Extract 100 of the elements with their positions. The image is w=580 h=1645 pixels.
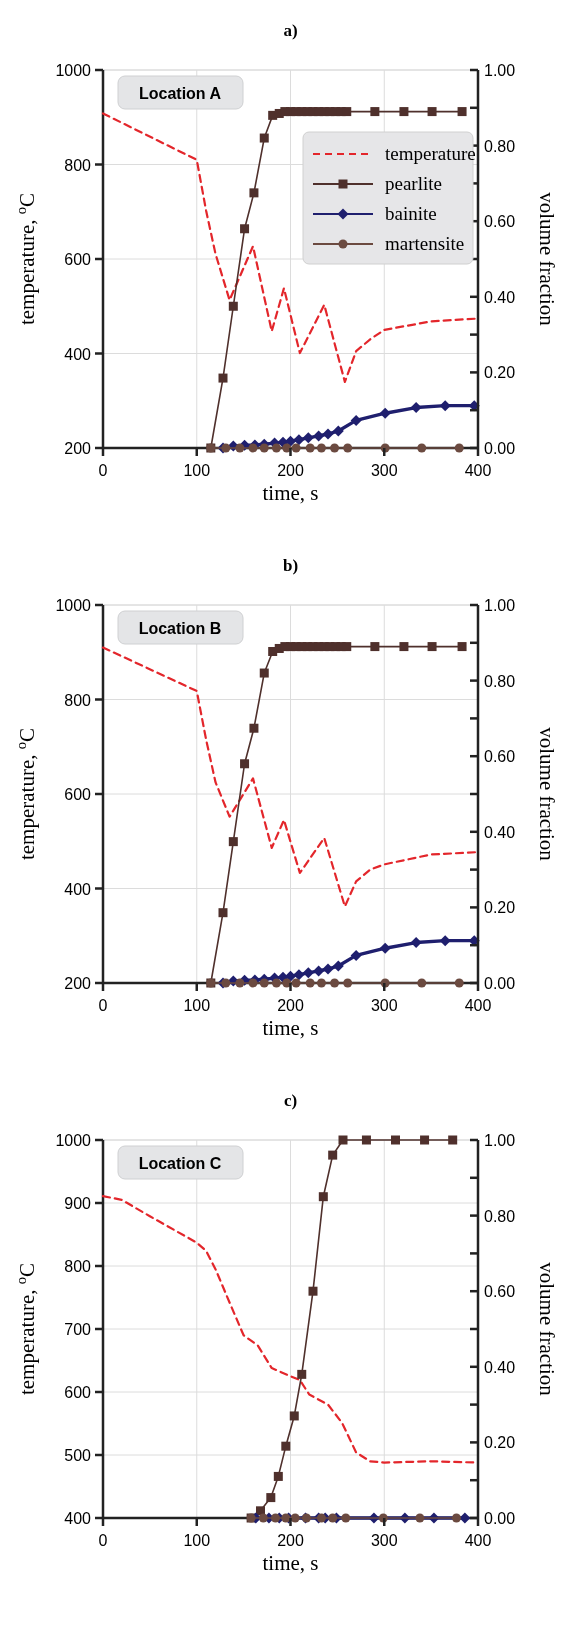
point xyxy=(457,107,467,117)
point xyxy=(259,133,269,143)
y2-tick-label: 0.00 xyxy=(484,440,516,457)
point xyxy=(399,107,409,117)
x-tick-label: 0 xyxy=(98,997,108,1014)
y2-tick-label: 0.40 xyxy=(484,1358,516,1376)
point xyxy=(330,978,340,988)
point xyxy=(410,402,422,414)
annotation: Location B xyxy=(138,620,222,637)
y-tick-label: 200 xyxy=(64,975,92,992)
x-axis-title: time, s xyxy=(262,1551,319,1575)
y2-tick-label: 0.60 xyxy=(484,213,516,231)
point xyxy=(281,1513,291,1523)
y2-axis-title: volume fraction xyxy=(535,192,559,327)
y2-tick-label: 0.40 xyxy=(484,823,516,841)
y-tick-label: 200 xyxy=(64,440,92,457)
chart-title: a) xyxy=(283,21,298,40)
y-tick-label: 800 xyxy=(64,691,92,709)
point xyxy=(415,1513,425,1523)
point xyxy=(454,443,464,453)
x-tick-label: 0 xyxy=(98,1532,108,1549)
point xyxy=(281,1441,291,1451)
x-tick-label: 400 xyxy=(464,997,492,1014)
point xyxy=(248,978,258,988)
y2-tick-label: 0.60 xyxy=(484,1283,516,1301)
x-tick-label: 0 xyxy=(98,462,108,479)
point xyxy=(420,1135,430,1145)
point xyxy=(240,759,250,769)
x-tick-label: 300 xyxy=(370,1532,398,1549)
y2-tick-label: 0.20 xyxy=(484,899,516,917)
y-tick-label: 1000 xyxy=(55,1132,92,1149)
point xyxy=(328,1513,338,1523)
point xyxy=(350,949,362,961)
y-tick-label: 800 xyxy=(64,1258,92,1275)
point xyxy=(228,837,238,847)
y2-tick-label: 1.00 xyxy=(484,1132,516,1149)
point xyxy=(313,965,325,977)
point xyxy=(350,414,362,426)
point xyxy=(330,443,340,453)
point xyxy=(291,443,301,453)
y-tick-label: 600 xyxy=(64,251,92,268)
y-tick-label: 400 xyxy=(64,1510,92,1527)
point xyxy=(285,435,296,447)
y2-tick-label: 0.00 xyxy=(484,975,516,992)
point xyxy=(342,642,352,652)
point xyxy=(259,668,269,678)
point xyxy=(297,1369,307,1379)
y-tick-label: 1000 xyxy=(55,62,92,79)
point xyxy=(293,969,305,981)
point xyxy=(318,1192,328,1202)
point xyxy=(235,443,245,453)
point xyxy=(391,1135,400,1145)
point xyxy=(235,978,245,988)
point xyxy=(271,1513,280,1523)
point xyxy=(439,400,451,412)
y-tick-label: 900 xyxy=(64,1195,92,1212)
point xyxy=(290,1513,300,1523)
legend-label: pearlite xyxy=(385,173,442,194)
annotation: Location C xyxy=(138,1155,222,1172)
point xyxy=(322,428,334,440)
point xyxy=(289,1411,299,1421)
point xyxy=(370,107,380,117)
point xyxy=(273,1471,283,1481)
y2-tick-label: 0.80 xyxy=(484,672,516,690)
point xyxy=(343,978,353,988)
point xyxy=(228,301,238,311)
point xyxy=(399,642,409,652)
y-tick-label: 800 xyxy=(64,156,92,174)
point xyxy=(427,642,437,652)
point xyxy=(258,1513,268,1523)
point xyxy=(379,942,391,954)
x-tick-label: 200 xyxy=(277,1532,304,1549)
point xyxy=(218,373,228,383)
y-tick-label: 400 xyxy=(64,345,92,363)
y-tick-label: 400 xyxy=(64,880,92,898)
x-tick-label: 300 xyxy=(370,462,398,479)
point xyxy=(332,425,344,437)
point xyxy=(338,1135,348,1145)
point xyxy=(305,443,315,453)
point xyxy=(370,642,380,652)
y2-tick-label: 0.80 xyxy=(484,137,516,155)
y-tick-label: 500 xyxy=(64,1447,92,1464)
x-tick-label: 200 xyxy=(277,997,304,1014)
x-tick-label: 100 xyxy=(183,462,211,479)
point xyxy=(293,434,305,446)
x-axis-title: time, s xyxy=(262,1016,319,1040)
point xyxy=(256,1506,265,1516)
point xyxy=(221,443,231,453)
y2-tick-label: 0.60 xyxy=(484,748,516,766)
point xyxy=(417,978,427,988)
point xyxy=(218,908,228,918)
y2-tick-label: 1.00 xyxy=(484,597,516,614)
y2-tick-label: 0.40 xyxy=(484,288,516,306)
chart-title: c) xyxy=(283,1091,298,1110)
y2-axis-title: volume fraction xyxy=(535,1262,559,1397)
point xyxy=(302,967,314,979)
point xyxy=(328,1150,338,1160)
x-tick-label: 200 xyxy=(277,462,304,479)
legend-label: temperature xyxy=(385,143,476,164)
point xyxy=(316,978,326,988)
